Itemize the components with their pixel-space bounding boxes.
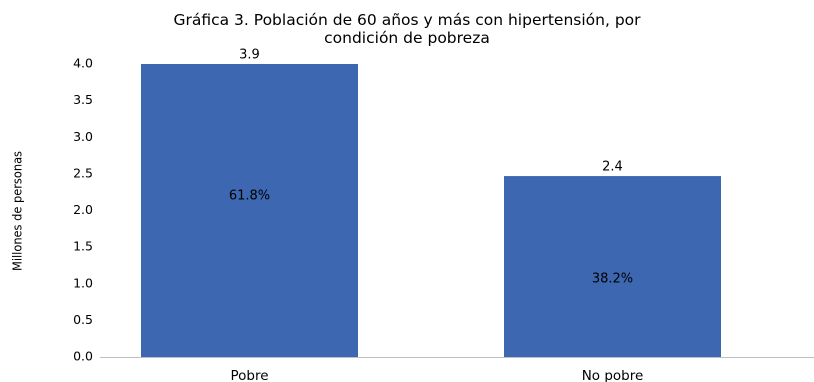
y-tick-label: 2.5 xyxy=(73,165,93,180)
bar-value-label: 2.4 xyxy=(602,160,623,175)
y-tick-label: 0.5 xyxy=(73,312,93,327)
bars: 3.9 61.8% 2.4 38.2% xyxy=(141,48,721,357)
bar xyxy=(141,64,358,357)
y-axis-label: Millones de personas xyxy=(10,151,25,271)
bar xyxy=(504,176,721,357)
y-tick-label: 3.0 xyxy=(73,129,93,144)
chart-title-line-2: condición de pobreza xyxy=(324,29,490,47)
x-category-label: Pobre xyxy=(230,368,268,382)
y-tick-label: 2.0 xyxy=(73,202,93,217)
y-tick-label: 4.0 xyxy=(73,56,93,71)
y-tick-label: 1.5 xyxy=(73,239,93,254)
bar-value-label: 3.9 xyxy=(239,48,260,63)
y-tick-label: 1.0 xyxy=(73,275,93,290)
x-category-label: No pobre xyxy=(582,368,644,382)
bar-percent-label: 38.2% xyxy=(592,272,633,287)
bar-percent-label: 61.8% xyxy=(229,189,270,204)
y-tick-label: 0.0 xyxy=(73,349,93,364)
y-axis-ticks: 0.0 0.5 1.0 1.5 2.0 2.5 3.0 3.5 4.0 xyxy=(73,56,93,364)
y-tick-label: 3.5 xyxy=(73,92,93,107)
x-axis-category-labels: Pobre No pobre xyxy=(230,368,643,382)
chart-title-line-1: Gráfica 3. Población de 60 años y más co… xyxy=(173,11,641,29)
